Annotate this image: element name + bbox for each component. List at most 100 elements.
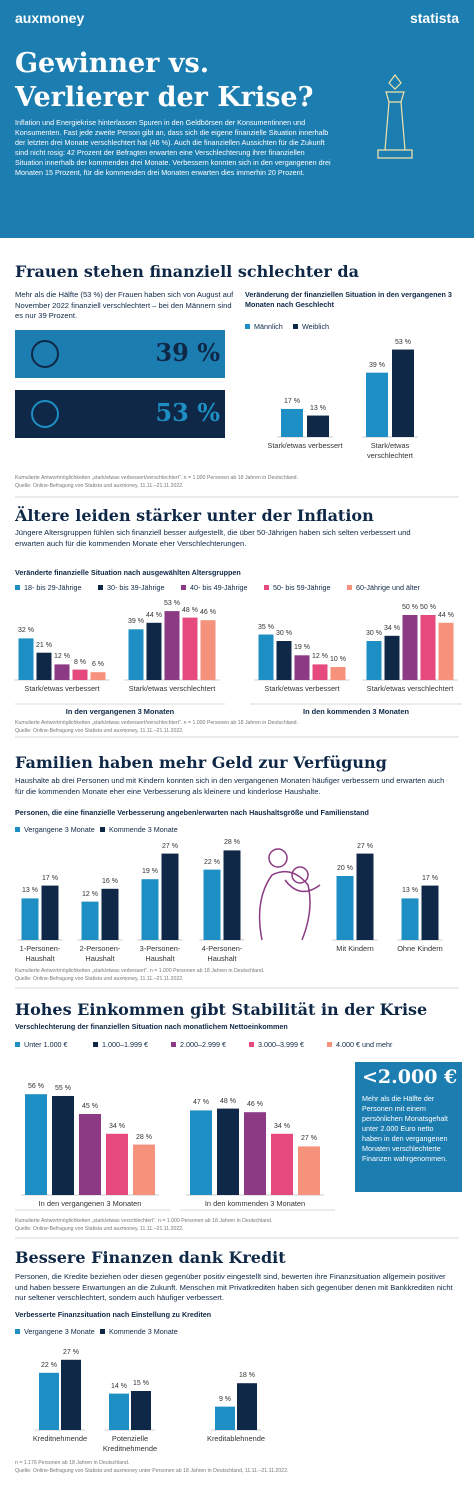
bar <box>101 888 119 940</box>
group-label: In den vergangenen 3 Monaten <box>65 707 175 716</box>
category-label: In den vergangenen 3 Monaten <box>38 1199 142 1208</box>
value-label: 28 % <box>136 1133 152 1141</box>
source-note: Quelle: Online-Befragung von Statista un… <box>15 1226 184 1232</box>
section-heading: Familien haben mehr Geld zur Verfügung <box>15 753 387 772</box>
bar <box>258 634 274 680</box>
section-text: Haushalte ab drei Personen und mit Kinde… <box>15 776 445 796</box>
bar <box>79 1114 101 1195</box>
bar <box>438 622 454 680</box>
source-note: Quelle: Online-Befragung von Statista un… <box>15 1468 289 1474</box>
source-note: Kumulierte Antwortmöglichkeiten „stark/e… <box>15 1218 273 1224</box>
category-label: Stark/etwas verbessert <box>24 684 100 693</box>
bar <box>223 850 241 940</box>
legend-swatch <box>181 585 186 590</box>
value-label: 34 % <box>109 1122 125 1130</box>
legend-label: 3.000–3.999 € <box>258 1040 304 1049</box>
value-label: 12 % <box>82 890 98 898</box>
value-label: 56 % <box>28 1083 44 1091</box>
bar <box>182 617 198 680</box>
section-text: Jüngere Altersgruppen fühlen sich finanz… <box>15 528 411 548</box>
chart-title: Verbesserte Finanzsituation nach Einstel… <box>15 1310 212 1319</box>
value-label: 27 % <box>63 1348 79 1356</box>
bar <box>190 1110 212 1195</box>
legend-label: 40- bis 49-Jährige <box>190 583 248 592</box>
bar <box>109 1393 129 1430</box>
value-label: 30 % <box>276 630 292 637</box>
category-label: 4-Personen-Haushalt <box>201 944 243 963</box>
value-label: 46 % <box>247 1101 263 1109</box>
logo: auxmoney <box>15 10 85 26</box>
value-label: 28 % <box>224 839 240 847</box>
value-label: 17 % <box>422 874 438 882</box>
value-label: 27 % <box>162 842 178 850</box>
value-label: 30 % <box>366 630 382 637</box>
bar <box>25 1094 47 1195</box>
category-label: Stark/etwas verbessert <box>264 684 340 693</box>
bar <box>81 901 99 940</box>
bar <box>366 372 388 437</box>
value-label: 48 % <box>220 1097 236 1105</box>
bar <box>356 853 374 940</box>
value-label: 13 % <box>310 404 326 412</box>
bar <box>336 876 354 940</box>
bar <box>217 1108 239 1195</box>
value-label: 22 % <box>204 858 220 866</box>
bar <box>421 885 439 940</box>
value-label: 35 % <box>258 623 274 631</box>
legend-swatch <box>293 324 298 329</box>
dividers <box>15 496 462 1239</box>
bar <box>203 869 221 940</box>
category-label: Stark/etwas verbessert <box>267 441 343 450</box>
category-label: Stark/etwas verschlechtert <box>366 441 413 460</box>
value-label: 44 % <box>438 611 454 619</box>
legend-label: 2.000–2.999 € <box>180 1040 226 1049</box>
bar <box>271 1133 293 1195</box>
legend-label: 50- bis 59-Jährige <box>273 583 331 592</box>
legend-swatch <box>264 585 269 590</box>
group-label: In den kommenden 3 Monaten <box>303 707 409 716</box>
bar <box>161 853 179 940</box>
callout-box <box>355 1062 462 1192</box>
bar <box>164 611 180 680</box>
section-heading: Hohes Einkommen gibt Stabilität in der K… <box>15 1000 428 1019</box>
callout-text: Mehr als die Hälfte der Personen mit ein… <box>362 1094 448 1164</box>
bar <box>384 635 400 680</box>
value-label: 17 % <box>284 397 300 405</box>
value-label: 44 % <box>146 611 162 619</box>
legend-label: 30- bis 39-Jährige <box>107 583 165 592</box>
bar <box>420 615 436 680</box>
value-label: 48 % <box>182 606 198 614</box>
category-label: 1-Personen-Haushalt <box>19 944 61 963</box>
bar <box>215 1406 235 1430</box>
bar <box>294 655 310 680</box>
value-label: 47 % <box>193 1099 209 1107</box>
bar <box>39 1372 59 1430</box>
logo: statista <box>409 10 459 26</box>
bar <box>41 885 59 940</box>
category-label: 2-Personen-Haushalt <box>79 944 121 963</box>
value-label: 18 % <box>239 1372 255 1380</box>
source-note: Quelle: Online-Befragung von Statista un… <box>15 483 184 489</box>
bar <box>366 641 382 680</box>
legend-swatch <box>15 827 20 832</box>
bar <box>330 667 346 680</box>
bar <box>61 1359 81 1430</box>
bar <box>402 615 418 680</box>
legend-label: Kommende 3 Monate <box>109 1327 178 1336</box>
chess-icon <box>377 74 413 159</box>
value-label: 13 % <box>402 887 418 895</box>
legend-label: Weiblich <box>302 322 330 331</box>
value-label: 32 % <box>18 627 34 635</box>
legend-swatch <box>15 585 20 590</box>
section-text: Personen, die Kredite beziehen oder dies… <box>15 1272 453 1303</box>
legend-swatch <box>347 585 352 590</box>
legend-swatch <box>100 827 105 832</box>
source-note: Kumulierte Antwortmöglichkeiten „stark/e… <box>15 968 265 974</box>
value-label: 19 % <box>294 644 310 652</box>
value-label: 16 % <box>102 877 118 885</box>
bar <box>307 415 329 437</box>
chart-title: Verschlechterung der finanziellen Situat… <box>15 1022 288 1031</box>
value-label: 27 % <box>301 1135 317 1143</box>
value-label: 9 % <box>218 1395 232 1403</box>
